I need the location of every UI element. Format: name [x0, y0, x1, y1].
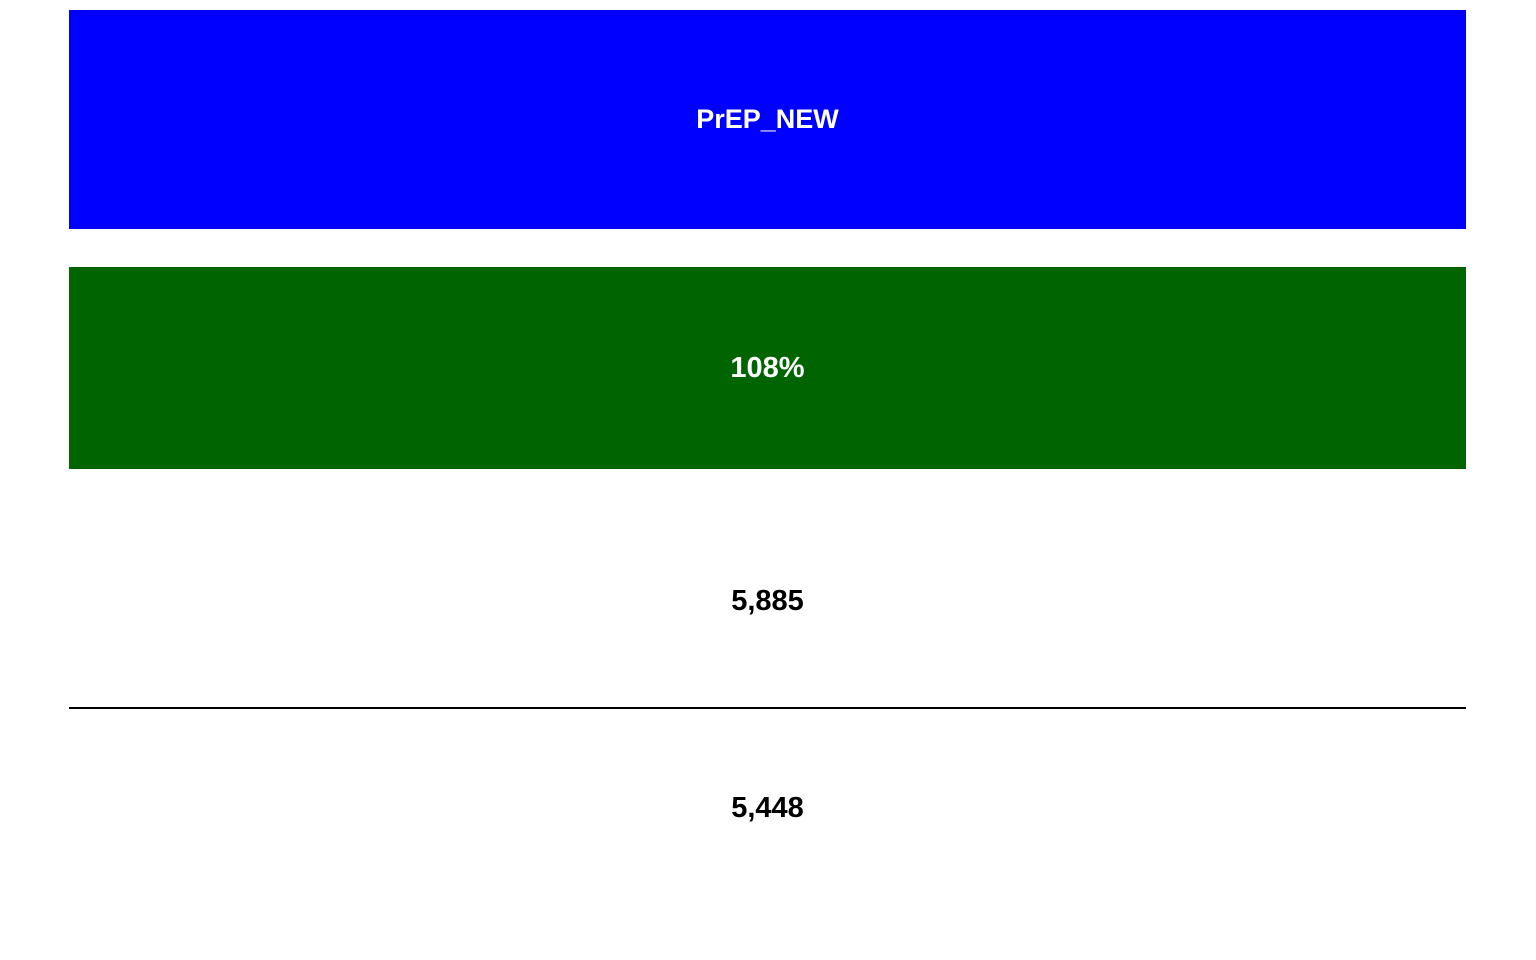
result-value: 5,885: [731, 584, 804, 617]
result-card: 5,885: [69, 469, 1466, 709]
indicator-title-card: PrEP_NEW: [69, 10, 1466, 229]
achievement-percent: 108%: [730, 351, 805, 384]
target-card: 5,448: [69, 709, 1466, 960]
indicator-title: PrEP_NEW: [696, 104, 839, 134]
fraction-divider: [69, 707, 1466, 709]
achievement-percent-card: 108%: [69, 267, 1466, 469]
target-value: 5,448: [731, 792, 804, 824]
